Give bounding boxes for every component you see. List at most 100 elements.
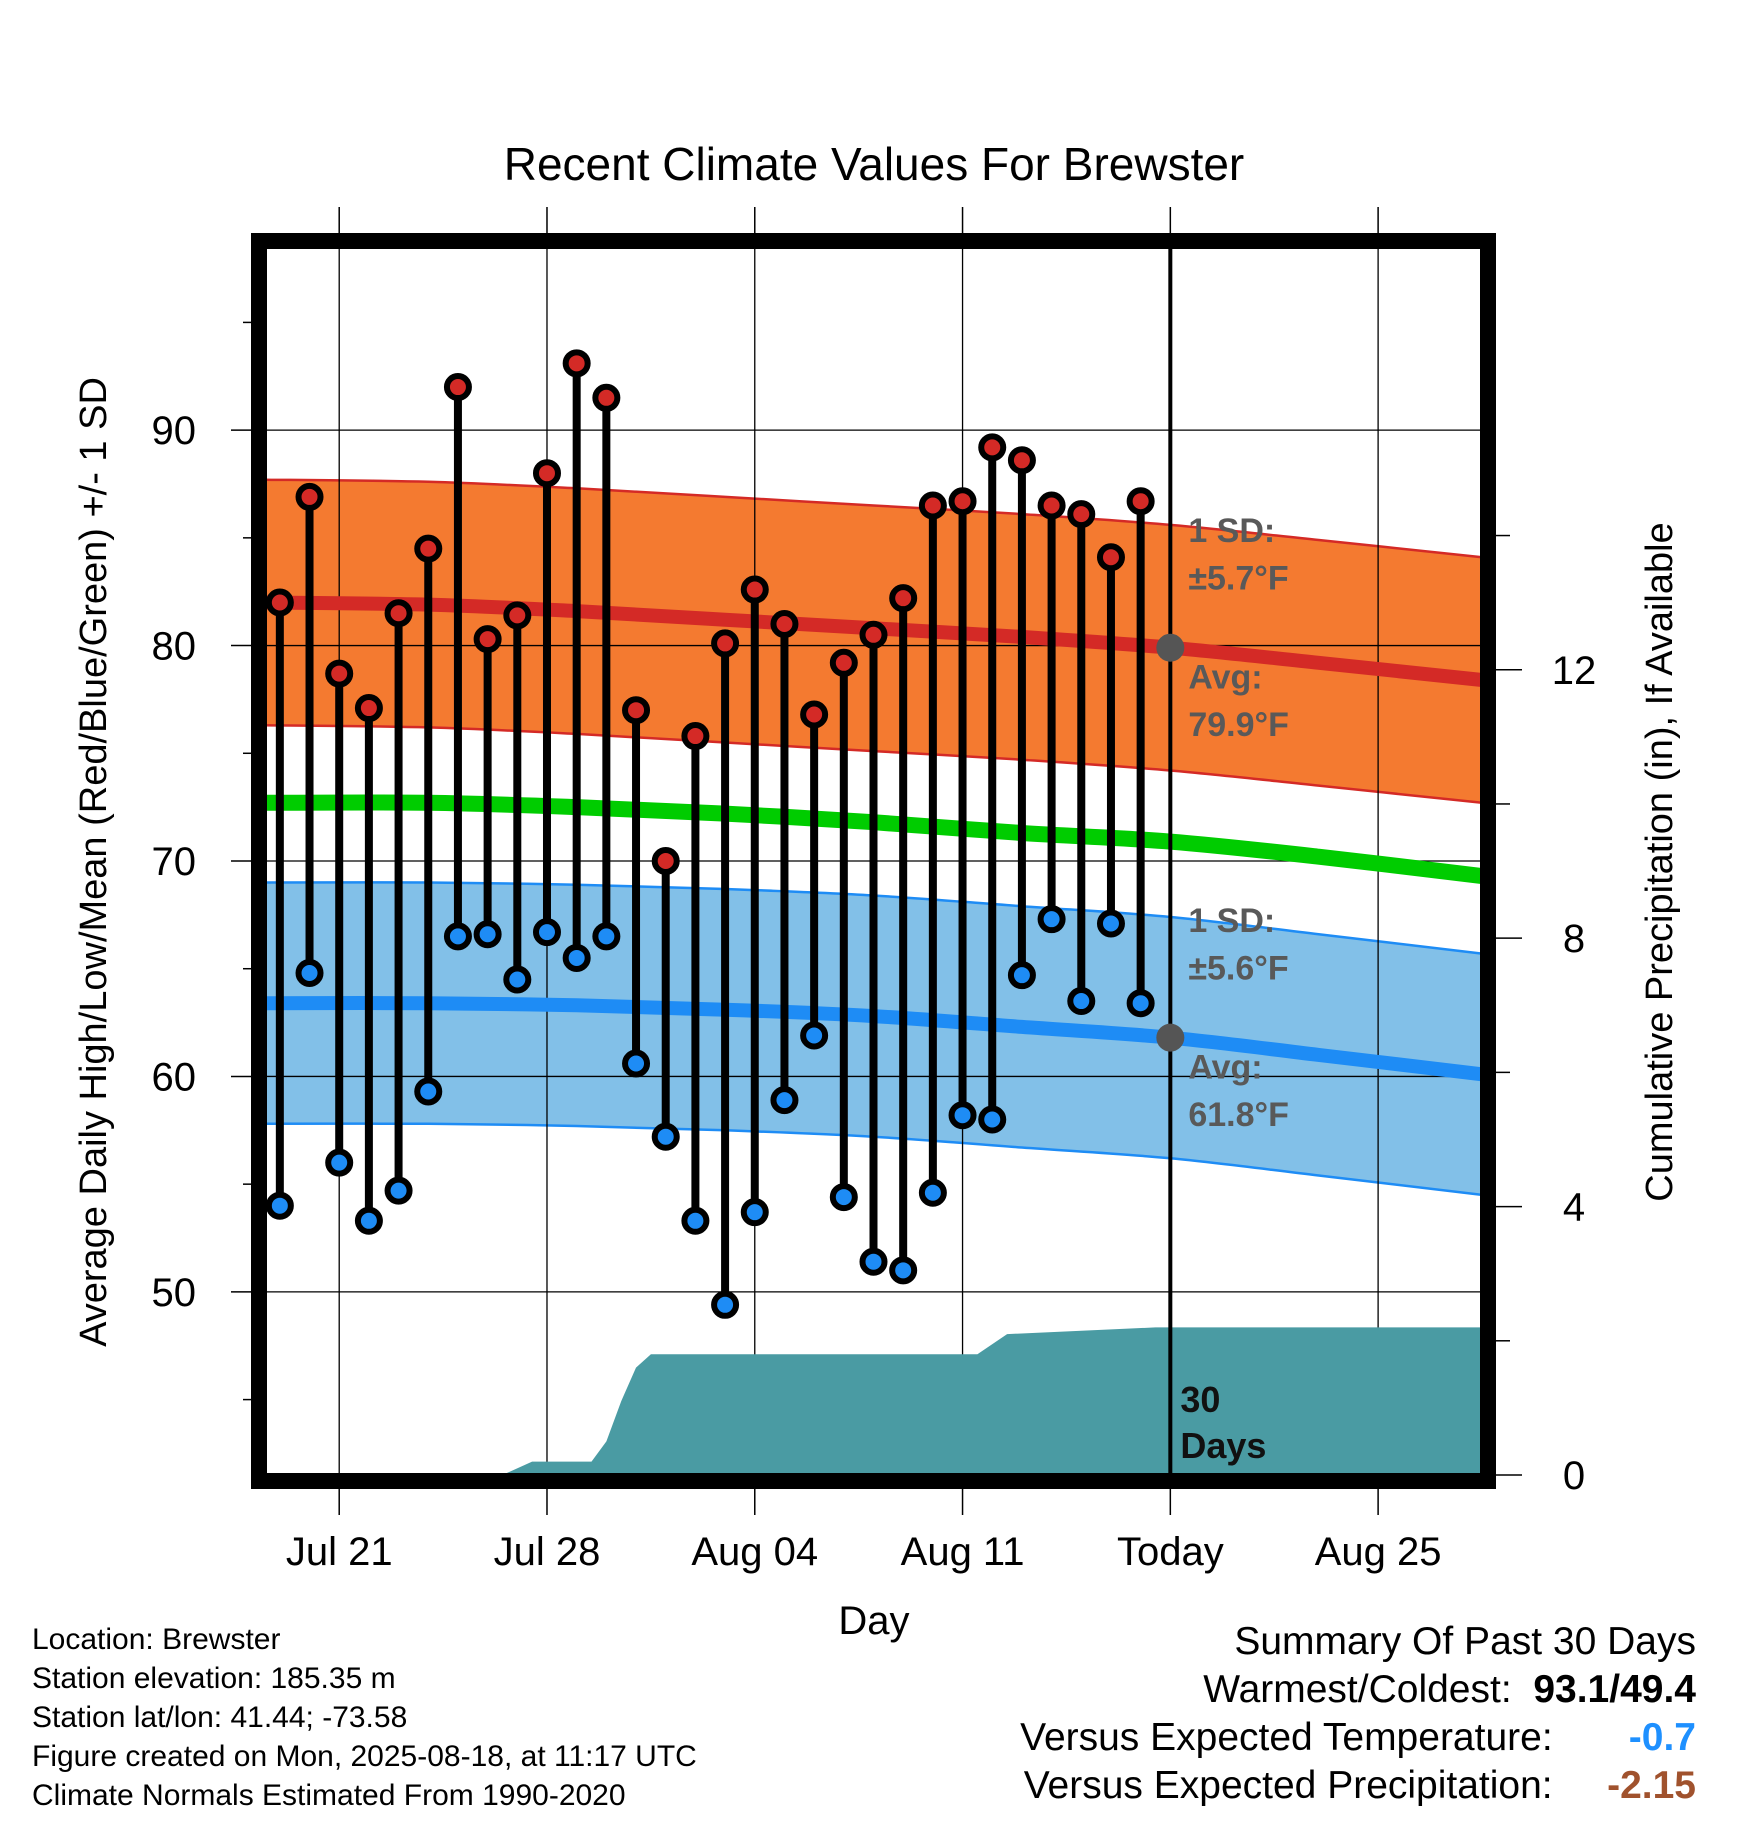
precip-value: -2.15	[1607, 1764, 1696, 1807]
daily-high-point	[711, 629, 740, 658]
daily-low-point	[414, 1077, 443, 1106]
daily-high-point	[681, 722, 710, 751]
daily-low-point	[1067, 987, 1096, 1016]
precip-days-label: 30	[1180, 1379, 1220, 1420]
daily-high-point	[829, 648, 858, 677]
y-tick-label: 90	[152, 409, 197, 453]
high-avg-label: Avg:	[1188, 659, 1262, 697]
summary-title: Summary Of Past 30 Days	[1234, 1620, 1696, 1663]
daily-low-point	[800, 1021, 829, 1050]
high-sd-value: ±5.7°F	[1188, 560, 1288, 598]
daily-high-point	[1007, 446, 1036, 475]
daily-high-point	[295, 482, 324, 511]
daily-low-point	[532, 918, 561, 947]
location-text: Location: Brewster	[32, 1623, 281, 1656]
daily-high-point	[889, 584, 918, 613]
daily-low-point	[325, 1148, 354, 1177]
x-tick-label: Aug 11	[901, 1530, 1025, 1574]
daily-low-point	[681, 1206, 710, 1235]
chart-title: Recent Climate Values For Brewster	[504, 138, 1245, 190]
y-tick-label: 50	[152, 1271, 197, 1315]
y-tick-label: 80	[152, 625, 197, 669]
temp-value: -0.7	[1628, 1716, 1696, 1759]
daily-high-point	[978, 433, 1007, 462]
low-avg-label: Avg:	[1188, 1049, 1262, 1087]
daily-high-point	[740, 575, 769, 604]
plot-area: 1 SD: ±5.7°F Avg: 79.9°F 1 SD: ±5.6°F Avg: 61.8…	[264, 247, 1483, 1475]
daily-low-point	[384, 1176, 413, 1205]
x-tick-label: Aug 04	[691, 1530, 818, 1574]
x-tick-label: Today	[1117, 1530, 1224, 1574]
daily-high-point	[1037, 491, 1066, 520]
daily-low-point	[651, 1122, 680, 1151]
daily-low-point	[948, 1101, 977, 1130]
y2-tick-label: 8	[1563, 917, 1585, 961]
high-band-upper-edge	[264, 478, 1483, 559]
low-sd-label: 1 SD:	[1188, 902, 1275, 940]
daily-high-point	[651, 847, 680, 875]
x-axis-label: Day	[838, 1599, 909, 1643]
normals-text: Climate Normals Estimated From 1990-2020	[32, 1779, 626, 1812]
precip-days-label: Days	[1180, 1425, 1266, 1466]
x-tick-label: Jul 28	[494, 1530, 601, 1574]
precip-area	[502, 1327, 1482, 1475]
daily-low-point	[1037, 905, 1066, 934]
plot-frame	[251, 233, 1496, 1489]
daily-high-point	[562, 349, 591, 378]
station-metadata: Location: Brewster Station elevation: 18…	[32, 1620, 697, 1815]
daily-low-point	[592, 922, 621, 951]
daily-low-point	[503, 965, 532, 994]
daily-high-point	[384, 599, 413, 628]
daily-high-point	[622, 696, 651, 725]
daily-high-point	[770, 610, 799, 639]
created-text: Figure created on Mon, 2025-08-18, at 11…	[32, 1740, 697, 1773]
daily-low-point	[622, 1049, 651, 1078]
daily-low-point	[740, 1198, 769, 1227]
daily-high-point	[1126, 487, 1155, 516]
daily-high-point	[443, 373, 472, 402]
daily-low-point	[918, 1178, 947, 1207]
daily-low-point	[1007, 961, 1036, 990]
daily-high-point	[592, 383, 621, 412]
today-low-normal-marker	[1156, 1023, 1185, 1052]
daily-high-point	[859, 620, 888, 649]
latlon-text: Station lat/lon: 41.44; -73.58	[32, 1701, 408, 1734]
daily-high-point	[800, 700, 829, 729]
daily-low-point	[829, 1183, 858, 1212]
x-tick-label: Jul 21	[286, 1530, 393, 1574]
low-sd-value: ±5.6°F	[1188, 949, 1288, 987]
daily-low-point	[770, 1086, 799, 1115]
daily-high-point	[532, 459, 561, 488]
y2-tick-label: 4	[1563, 1186, 1585, 1230]
daily-low-point	[295, 959, 324, 988]
precip-label: Versus Expected Precipitation:	[1023, 1764, 1553, 1807]
daily-low-point	[1126, 989, 1155, 1018]
daily-high-point	[265, 588, 294, 617]
daily-low-point	[1096, 909, 1125, 938]
daily-high-point	[1096, 543, 1125, 572]
summary-temp: Versus Expected Temperature: -0.7	[1020, 1714, 1696, 1762]
warm-cold-value: 93.1/49.4	[1533, 1668, 1696, 1711]
y-tick-label: 60	[152, 1055, 197, 1099]
daily-high-point	[473, 625, 502, 654]
daily-high-point	[918, 491, 947, 520]
daily-low-point	[354, 1206, 383, 1235]
y-axis-label: Average Daily High/Low/Mean (Red/Blue/Gr…	[73, 377, 115, 1347]
y2-tick-label: 12	[1552, 649, 1597, 693]
daily-high-point	[503, 601, 532, 630]
daily-low-point	[711, 1290, 740, 1319]
daily-high-point	[948, 487, 977, 516]
high-sd-label: 1 SD:	[1188, 512, 1275, 550]
y2-tick-label: 0	[1563, 1454, 1585, 1498]
daily-low-point	[978, 1105, 1007, 1134]
daily-high-point	[325, 659, 354, 688]
warm-cold-label: Warmest/Coldest:	[1203, 1668, 1512, 1711]
daily-low-point	[265, 1191, 294, 1220]
daily-low-point	[473, 920, 502, 949]
temp-label: Versus Expected Temperature:	[1020, 1716, 1553, 1759]
summary-panel: Summary Of Past 30 Days Warmest/Coldest:…	[1020, 1618, 1696, 1810]
daily-high-point	[414, 534, 443, 563]
summary-precip: Versus Expected Precipitation: -2.15	[1020, 1762, 1696, 1810]
daily-high-point	[354, 694, 383, 723]
